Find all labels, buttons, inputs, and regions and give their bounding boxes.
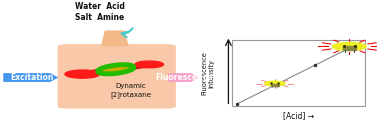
Circle shape bbox=[65, 70, 100, 78]
Text: Water  Acid
Salt  Amine: Water Acid Salt Amine bbox=[75, 2, 125, 22]
Circle shape bbox=[265, 81, 285, 86]
Bar bbox=[342, 46, 356, 51]
FancyArrow shape bbox=[3, 73, 59, 82]
Bar bbox=[271, 84, 279, 86]
Bar bbox=[232, 40, 366, 106]
Text: [Acid] →: [Acid] → bbox=[283, 112, 314, 121]
Text: Fluorescence: Fluorescence bbox=[155, 73, 212, 82]
Text: Excitation: Excitation bbox=[11, 73, 54, 82]
Text: Fluorescence
intensity: Fluorescence intensity bbox=[201, 51, 214, 95]
Circle shape bbox=[135, 61, 164, 68]
Circle shape bbox=[333, 42, 366, 51]
FancyArrow shape bbox=[168, 73, 199, 82]
Polygon shape bbox=[101, 30, 129, 46]
Text: Dynamic
[2]rotaxane: Dynamic [2]rotaxane bbox=[110, 83, 151, 98]
FancyBboxPatch shape bbox=[58, 44, 176, 109]
Ellipse shape bbox=[102, 66, 129, 73]
